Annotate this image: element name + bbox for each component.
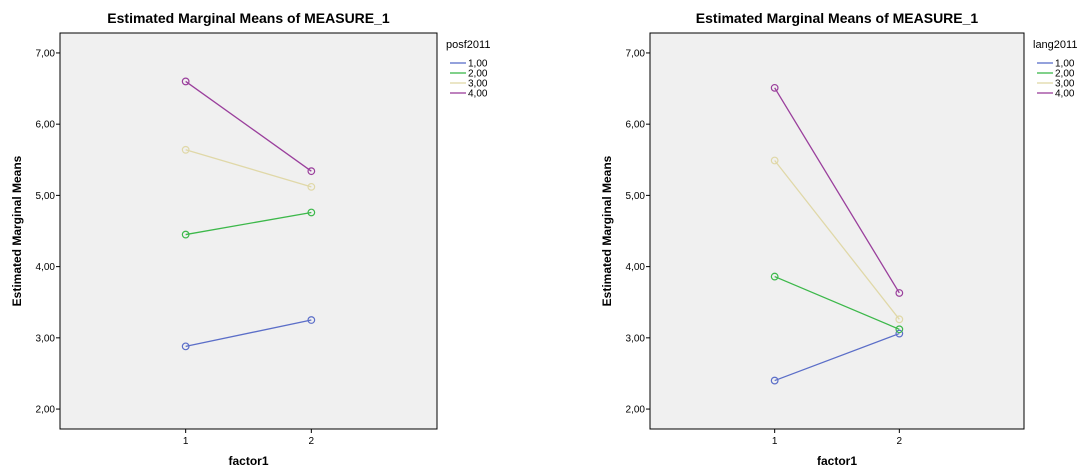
- y-tick-label: 6,00: [36, 120, 56, 131]
- chart-svg: Estimated Marginal Means of MEASURE_1 2,0…: [10, 10, 490, 468]
- legend-label: 1,00: [468, 59, 488, 70]
- data-point: [307, 167, 316, 176]
- x-tick-label: 2: [309, 436, 315, 447]
- legend-title: posf2011: [446, 39, 490, 51]
- chart-lang2011: Estimated Marginal Means of MEASURE_1 2,0…: [590, 0, 1079, 472]
- x-tick-label: 1: [772, 436, 778, 447]
- data-point: [770, 376, 779, 385]
- data-point: [181, 230, 190, 239]
- plot-area: [59, 32, 438, 430]
- data-point: [770, 83, 779, 92]
- x-axis-title: factor1: [817, 454, 857, 468]
- y-tick-label: 7,00: [36, 48, 56, 59]
- data-point: [895, 315, 904, 324]
- series-line: [774, 160, 900, 320]
- chart-title: Estimated Marginal Means of MEASURE_1: [107, 10, 390, 26]
- legend-label: 3,00: [468, 79, 488, 90]
- legend-label: 2,00: [1055, 69, 1075, 80]
- x-tick-label: 1: [183, 436, 189, 447]
- data-point: [770, 156, 779, 165]
- chart-svg: Estimated Marginal Means of MEASURE_1 2,0…: [600, 10, 1077, 468]
- x-tick-label: 2: [897, 436, 903, 447]
- legend-label: 4,00: [1055, 89, 1075, 100]
- legend-label: 4,00: [468, 89, 488, 100]
- series-line: [185, 319, 312, 348]
- y-tick-label: 2,00: [36, 405, 56, 416]
- y-axis-title: Estimated Marginal Means: [10, 155, 24, 306]
- legend-label: 2,00: [468, 69, 488, 80]
- y-tick-label: 4,00: [626, 262, 646, 273]
- y-tick-label: 2,00: [626, 405, 646, 416]
- series-line: [185, 80, 312, 172]
- data-point: [307, 182, 316, 191]
- data-point: [895, 329, 904, 338]
- x-axis-title: factor1: [228, 454, 268, 468]
- y-tick-label: 3,00: [626, 333, 646, 344]
- y-tick-label: 6,00: [626, 120, 646, 131]
- data-point: [895, 289, 904, 297]
- data-point: [307, 316, 316, 324]
- y-tick-label: 5,00: [36, 191, 56, 202]
- series-line: [774, 332, 900, 382]
- chart-title: Estimated Marginal Means of MEASURE_1: [696, 10, 979, 26]
- data-point: [770, 272, 779, 281]
- y-tick-label: 5,00: [626, 191, 646, 202]
- series-line: [774, 275, 900, 330]
- legend-label: 1,00: [1055, 59, 1075, 70]
- data-point: [181, 145, 190, 154]
- plot-area: [649, 32, 1025, 430]
- series-line: [185, 211, 312, 236]
- series-line: [774, 87, 900, 294]
- legend-label: 3,00: [1055, 79, 1075, 90]
- y-tick-label: 4,00: [36, 262, 56, 273]
- y-tick-label: 3,00: [36, 333, 56, 344]
- legend-title: lang2011: [1033, 39, 1077, 51]
- chart-posf2011: Estimated Marginal Means of MEASURE_1 2,0…: [10, 10, 490, 468]
- series-line: [185, 149, 312, 188]
- data-point: [181, 77, 190, 86]
- data-point: [895, 325, 904, 334]
- data-point: [181, 342, 190, 351]
- y-axis-title: Estimated Marginal Means: [600, 155, 614, 306]
- y-tick-label: 7,00: [626, 48, 646, 59]
- data-point: [307, 208, 316, 217]
